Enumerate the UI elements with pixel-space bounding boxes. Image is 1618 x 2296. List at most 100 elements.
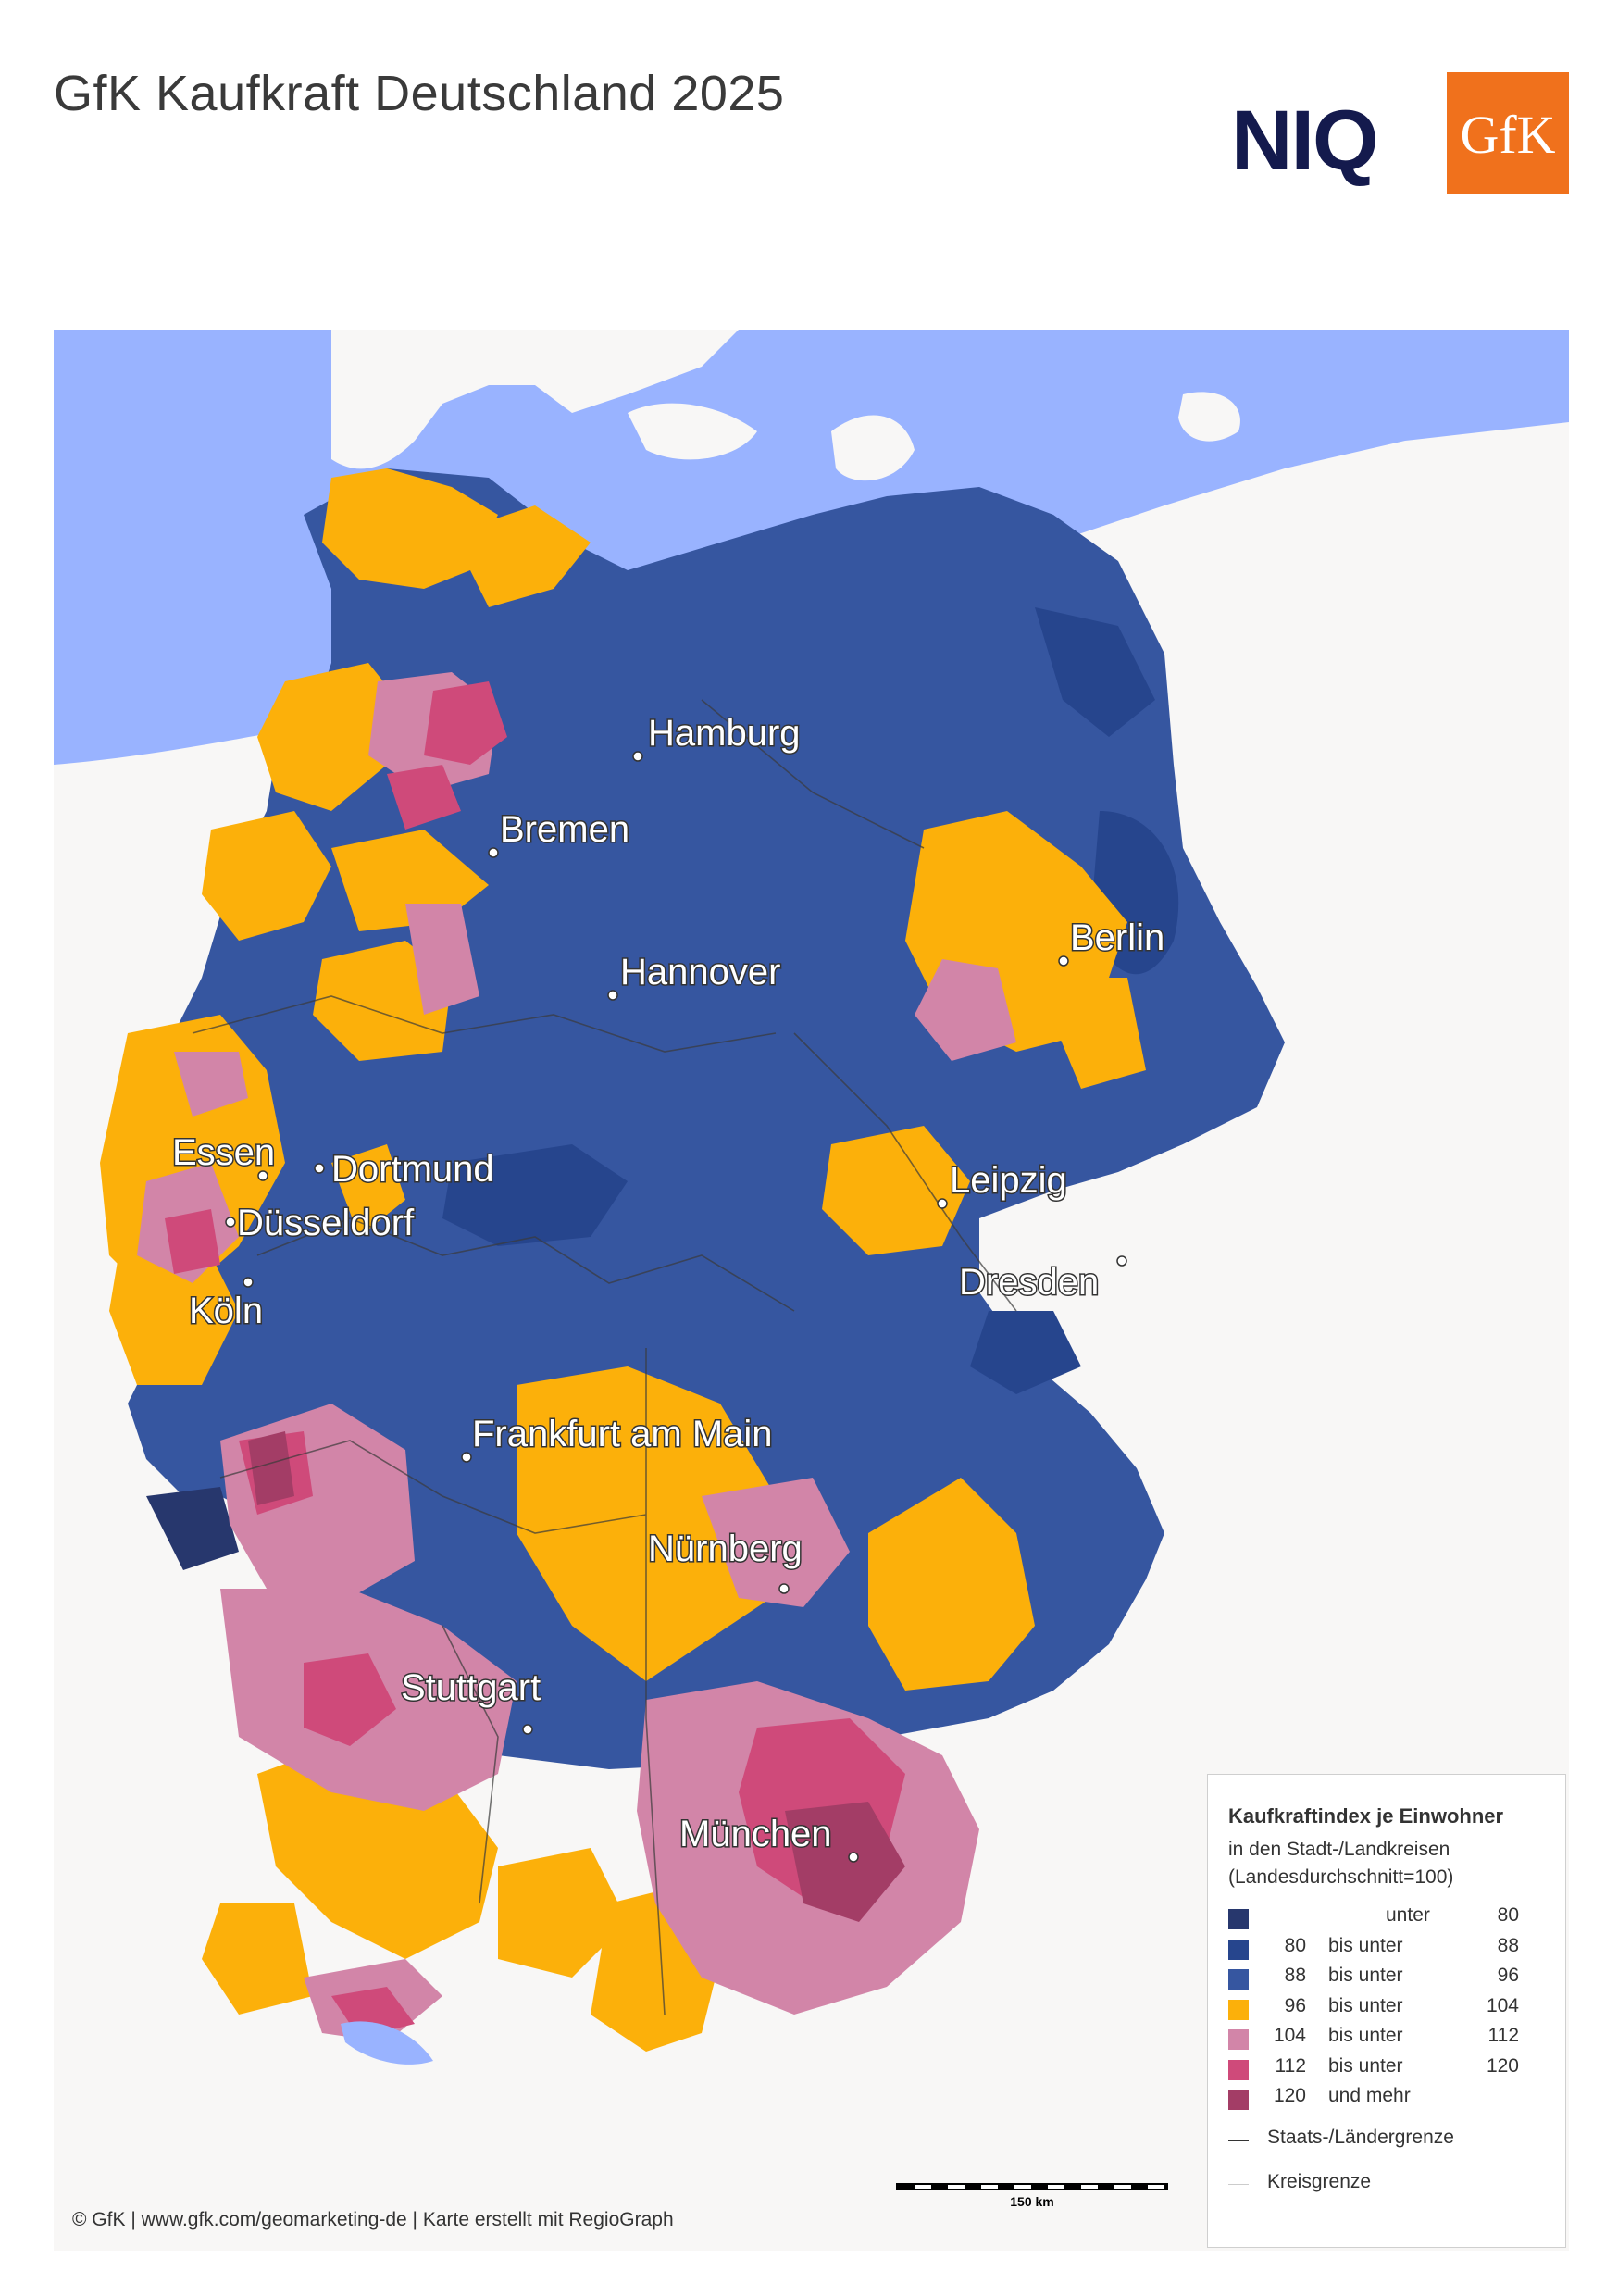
region-dark-ne (1035, 607, 1155, 737)
legend-swatch (1228, 1939, 1249, 1960)
state-border-symbol (1228, 2139, 1249, 2141)
lake-bodensee (341, 2021, 433, 2065)
city-dot (461, 1452, 472, 1463)
map-legend: Kaufkraftindex je Einwohner in den Stadt… (1207, 1774, 1566, 2248)
legend-row: 88 bis unter 96 (1228, 1965, 1545, 1995)
scale-bar: 150 km (896, 2183, 1168, 2209)
city-dot (488, 847, 499, 858)
island-3 (1178, 392, 1240, 442)
legend-to: 96 (1497, 1965, 1519, 1986)
city-label: Düsseldorf (237, 1203, 415, 1243)
legend-op: und mehr (1328, 2085, 1411, 2106)
region-dark-erz (970, 1311, 1081, 1394)
legend-swatch (1228, 2029, 1249, 2050)
copyright-footer: © GfK | www.gfk.com/geomarketing-de | Ka… (72, 2209, 674, 2230)
city-label: Nürnberg (648, 1529, 803, 1569)
city-label: Stuttgart (401, 1667, 541, 1708)
legend-row: 104 bis unter 112 (1228, 2025, 1545, 2055)
region-orange-koeln (109, 1237, 239, 1385)
city-dot (243, 1277, 254, 1288)
region-orange-sh2 (452, 505, 591, 607)
island-2 (831, 415, 915, 481)
legend-row: 120 und mehr (1228, 2085, 1545, 2115)
region-orange-swabia (498, 1848, 628, 1978)
region-top-frankfurt (248, 1431, 294, 1505)
scale-ruler (896, 2183, 1168, 2190)
region-pink-berlin (915, 959, 1016, 1061)
legend-to: 120 (1486, 2054, 1519, 2077)
city-label: Dortmund (331, 1149, 494, 1190)
state-borders (192, 699, 1017, 2015)
city-label: Köln (189, 1291, 263, 1331)
city-dot (632, 751, 643, 762)
region-orange-bavaria-east (868, 1478, 1035, 1691)
map-canvas: Hamburg Bremen Berlin Hannover Essen Dor… (54, 330, 1569, 2251)
legend-op: bis unter (1328, 1934, 1403, 1956)
city-label: München (679, 1814, 832, 1854)
city-dot (1116, 1255, 1127, 1267)
city-label: Hamburg (648, 713, 801, 754)
city-dot (314, 1163, 325, 1174)
region-magenta-south-hh (387, 765, 461, 830)
legend-line-label: Staats-/Ländergrenze (1267, 2126, 1454, 2148)
region-dark-thuringia (442, 1144, 628, 1246)
gfk-logo-text: GfK (1460, 105, 1556, 165)
region-pink-hannover (405, 904, 479, 1015)
legend-op: bis unter (1328, 2054, 1403, 2077)
legend-subtitle: (Landesdurchschnitt=100) (1228, 1866, 1454, 1888)
city-label: Frankfurt am Main (472, 1414, 773, 1454)
legend-to: 80 (1497, 1904, 1519, 1926)
legend-line-state: Staats-/Ländergrenze (1228, 2125, 1545, 2169)
gfk-logo: GfK (1447, 72, 1569, 194)
city-dot (1058, 955, 1069, 967)
legend-from: 80 (1284, 1934, 1306, 1956)
legend-line-label: Kreisgrenze (1267, 2170, 1372, 2192)
page-title: GfK Kaufkraft Deutschland 2025 (54, 66, 785, 121)
germany-map: Hamburg Bremen Berlin Hannover Essen Dor… (54, 330, 1569, 2251)
city-label: Dresden (959, 1262, 1099, 1303)
region-orange-north (257, 663, 405, 811)
legend-to: 88 (1497, 1934, 1519, 1956)
legend-from: 112 (1275, 2054, 1306, 2077)
city-dot (607, 990, 618, 1001)
legend-row: 80 bis unter 88 (1228, 1935, 1545, 1965)
legend-row: unter 80 (1228, 1904, 1545, 1935)
region-orange-bw (202, 1903, 313, 2015)
north-sea-land-west (54, 755, 294, 978)
legend-line-district: Kreisgrenze (1228, 2169, 1545, 2214)
legend-swatch (1228, 1909, 1249, 1929)
legend-row: 96 bis unter 104 (1228, 1995, 1545, 2026)
city-label: Hannover (620, 952, 780, 992)
city-label: Essen (172, 1132, 275, 1173)
region-magenta-stuttgart (304, 1653, 396, 1746)
legend-op: bis unter (1328, 2025, 1403, 2046)
legend-swatch (1228, 1969, 1249, 1990)
city-label: Berlin (1070, 917, 1164, 958)
legend-from: 120 (1273, 2085, 1306, 2106)
legend-from: 104 (1273, 2025, 1306, 2046)
legend-subtitle: in den Stadt-/Landkreisen (1228, 1839, 1450, 1860)
legend-to: 104 (1486, 1994, 1519, 2016)
legend-op: bis unter (1328, 1994, 1403, 2016)
district-border-symbol (1228, 2183, 1249, 2185)
region-orange-franken (517, 1366, 813, 1681)
denmark-land (331, 330, 739, 469)
city-dot (225, 1217, 236, 1228)
city-dot (848, 1852, 859, 1863)
city-dot (778, 1583, 790, 1594)
legend-from: 88 (1284, 1965, 1306, 1986)
region-dark-saar (146, 1487, 239, 1570)
legend-swatch (1228, 2090, 1249, 2110)
city-markers: Hamburg Bremen Berlin Hannover Essen Dor… (171, 712, 1166, 1863)
city-dot (257, 1170, 268, 1181)
legend-op: bis unter (1328, 1965, 1403, 1986)
city-label: Bremen (500, 809, 629, 850)
region-orange-bremen (202, 811, 331, 941)
region-magenta-hamburg (424, 681, 507, 765)
region-pink-nuernberg (702, 1478, 850, 1607)
region-top-munich (785, 1802, 905, 1922)
region-orange-sh (322, 468, 498, 589)
legend-op: unter (1386, 1904, 1430, 1926)
niq-logo: NIQ (1231, 94, 1379, 188)
region-orange-hessen (331, 1144, 405, 1237)
